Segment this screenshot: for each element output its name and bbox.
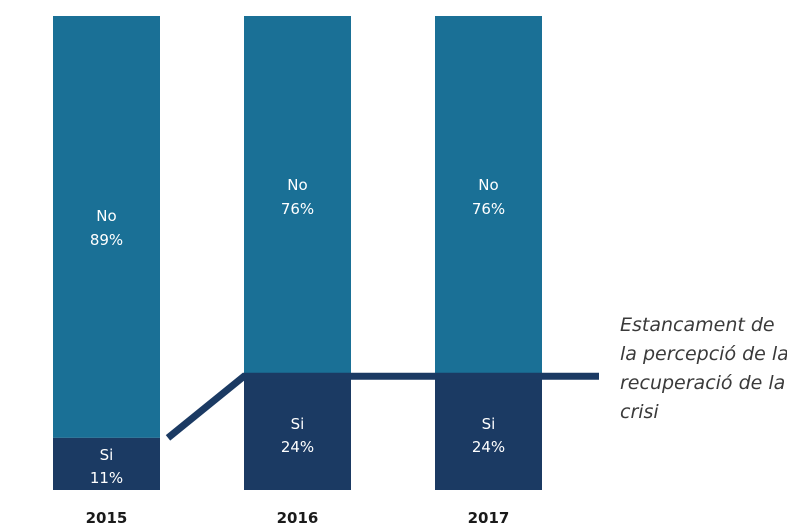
bar-no-2017	[435, 16, 542, 377]
bar-no-2015	[53, 16, 160, 438]
annotation-line-2: la percepció de la	[620, 343, 787, 365]
x-tick-2015: 2015	[86, 509, 128, 527]
label-no-value-2016: 76%	[281, 200, 314, 218]
annotation-line-1: Estancament de	[620, 314, 775, 336]
bar-si-2016	[244, 376, 351, 490]
stagnation-trend-line	[165, 372, 599, 441]
labels-group: No 89% Si 11% 2015 No 76% Si 24% 2016 No 76% Si 24% 20…	[86, 176, 510, 527]
label-no-name-2016: No	[287, 176, 307, 194]
annotation-line-3: recuperació de la	[620, 372, 785, 394]
bar-si-2017	[435, 376, 542, 490]
bars-group	[53, 16, 542, 490]
annotation-group: Estancament de la percepció de la recupera…	[620, 314, 787, 423]
label-no-name-2017: No	[478, 176, 498, 194]
label-no-value-2015: 89%	[90, 231, 123, 249]
label-si-value-2016: 24%	[281, 438, 314, 456]
x-tick-2017: 2017	[468, 509, 510, 527]
label-si-name-2016: Si	[291, 415, 305, 433]
label-no-name-2015: No	[96, 207, 116, 225]
label-no-value-2017: 76%	[472, 200, 505, 218]
label-si-name-2015: Si	[100, 446, 114, 464]
bar-si-2015	[53, 437, 160, 490]
label-si-value-2017: 24%	[472, 438, 505, 456]
x-tick-2016: 2016	[277, 509, 319, 527]
label-si-name-2017: Si	[482, 415, 496, 433]
annotation-line-4: crisi	[620, 401, 659, 423]
bar-no-2016	[244, 16, 351, 377]
label-si-value-2015: 11%	[90, 469, 123, 487]
